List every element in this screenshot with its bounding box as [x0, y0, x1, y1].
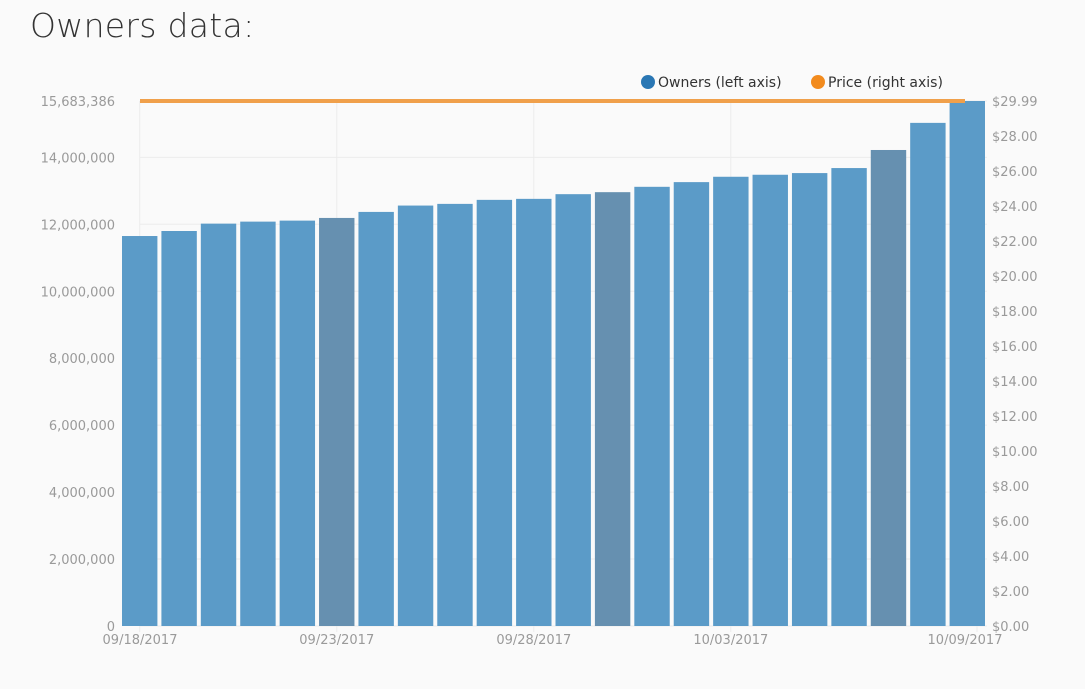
owners-bar: [791, 173, 828, 626]
right-tick-label: $2.00: [992, 585, 1029, 600]
owners-bar: [240, 221, 276, 626]
right-tick-label: $14.00: [992, 375, 1038, 390]
owners-bar: [358, 211, 394, 626]
right-tick-label: $28.00: [992, 130, 1038, 145]
legend-item-price[interactable]: Price (right axis): [811, 75, 943, 91]
x-axis: 09/18/2017 09/23/2017 09/28/2017 10/03/2017…: [103, 633, 1003, 648]
right-tick-label: $20.00: [992, 270, 1038, 285]
right-tick-label: $16.00: [992, 340, 1038, 355]
legend-price-label: Price (right axis): [828, 75, 943, 91]
right-tick-label: $6.00: [992, 515, 1029, 530]
legend: Owners (left axis) Price (right axis): [641, 75, 943, 91]
left-tick-label: 10,000,000: [41, 285, 115, 300]
owners-bars: [122, 101, 985, 627]
legend-owners-label: Owners (left axis): [658, 75, 782, 91]
owners-bar: [673, 182, 710, 627]
owners-bar: [713, 176, 749, 626]
right-axis: $0.00 $2.00 $4.00 $6.00 $8.00 $10.00 $12.00 $14…: [992, 95, 1038, 635]
right-tick-label: $26.00: [992, 165, 1038, 180]
owners-bar: [949, 101, 985, 626]
owners-bar: [910, 122, 946, 626]
owners-bar: [200, 223, 237, 626]
left-tick-label: 4,000,000: [49, 486, 115, 501]
left-tick-label: 0: [107, 620, 115, 635]
x-tick-label: 10/03/2017: [693, 633, 768, 648]
owners-bar: [870, 149, 907, 626]
x-tick-label: 09/18/2017: [103, 633, 178, 648]
right-tick-label: $12.00: [992, 410, 1038, 425]
right-tick-label: $29.99: [992, 95, 1038, 110]
x-tick-label: 09/28/2017: [496, 633, 571, 648]
right-tick-label: $0.00: [992, 620, 1029, 635]
left-tick-label: 2,000,000: [49, 553, 115, 568]
owners-bar: [555, 194, 591, 626]
right-tick-label: $8.00: [992, 480, 1029, 495]
x-tick-label: 10/09/2017: [928, 633, 1003, 648]
left-axis: 0 2,000,000 4,000,000 6,000,000 8,000,000 10,…: [41, 95, 115, 635]
owners-bar: [161, 230, 197, 626]
right-tick-label: $18.00: [992, 305, 1038, 320]
left-tick-label: 15,683,386: [41, 95, 115, 110]
left-tick-label: 14,000,000: [41, 151, 115, 166]
owners-bar: [397, 205, 434, 626]
page-title: Owners data:: [30, 6, 255, 45]
owners-bar: [594, 192, 631, 627]
left-tick-label: 12,000,000: [41, 218, 115, 233]
right-tick-label: $4.00: [992, 550, 1029, 565]
owners-bar: [437, 203, 473, 626]
owners-bar: [752, 174, 788, 626]
left-tick-label: 6,000,000: [49, 419, 115, 434]
owners-bar: [476, 199, 513, 626]
right-tick-label: $22.00: [992, 235, 1038, 250]
owners-bar: [634, 186, 670, 626]
legend-price-dot: [811, 75, 825, 89]
owners-bar: [319, 217, 355, 626]
legend-item-owners[interactable]: Owners (left axis): [641, 75, 782, 91]
owners-bar: [279, 220, 316, 627]
legend-owners-dot: [641, 75, 655, 89]
right-tick-label: $10.00: [992, 445, 1038, 460]
right-tick-label: $24.00: [992, 200, 1038, 215]
owners-bar: [831, 168, 867, 626]
owners-bar: [516, 198, 552, 626]
left-tick-label: 8,000,000: [49, 352, 115, 367]
owners-bar: [122, 236, 158, 626]
x-tick-label: 09/23/2017: [299, 633, 374, 648]
